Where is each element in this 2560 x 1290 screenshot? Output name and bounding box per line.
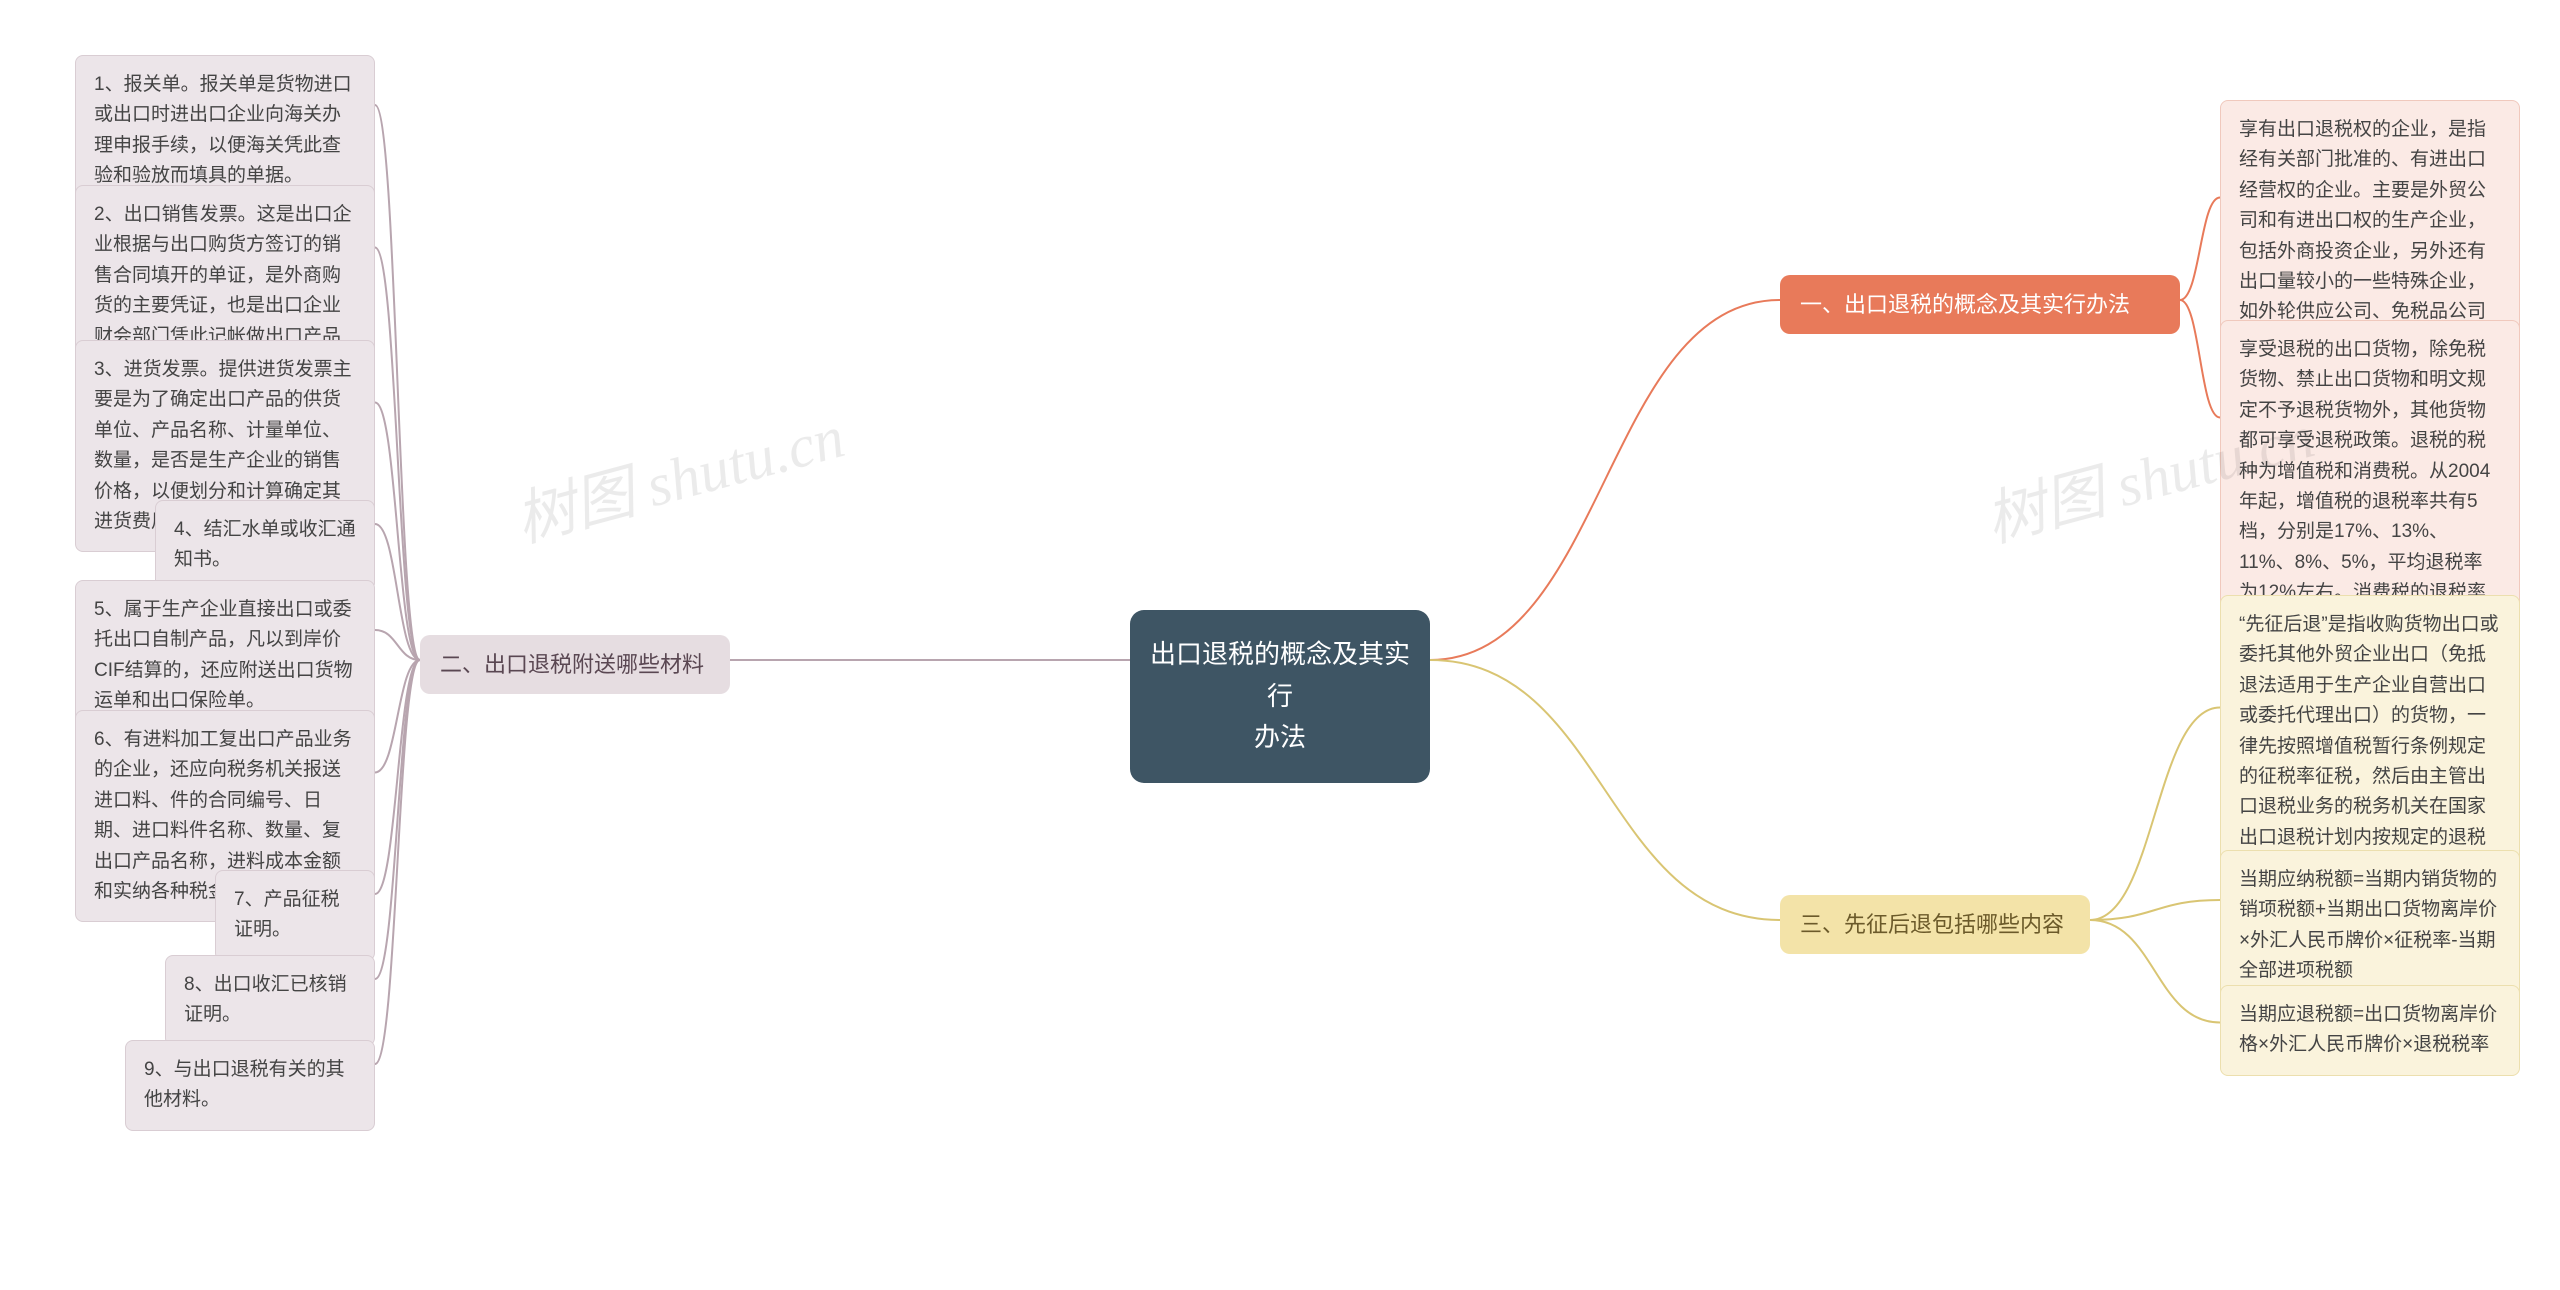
leaf-node-b2-4: 5、属于生产企业直接出口或委托出口自制产品，凡以到岸价CIF结算的，还应附送出口… xyxy=(75,580,375,732)
leaf-node-b2-6: 7、产品征税证明。 xyxy=(215,870,375,961)
leaf-node-b2-7: 8、出口收汇已核销证明。 xyxy=(165,955,375,1046)
leaf-node-b3-1: 当期应纳税额=当期内销货物的销项税额+当期出口货物离岸价×外汇人民币牌价×征税率… xyxy=(2220,850,2520,1002)
branch-node-b3: 三、先征后退包括哪些内容 xyxy=(1780,895,2090,954)
leaf-node-b3-2: 当期应退税额=出口货物离岸价格×外汇人民币牌价×退税税率 xyxy=(2220,985,2520,1076)
center-node: 出口退税的概念及其实行办法 xyxy=(1130,610,1430,783)
leaf-node-b2-0: 1、报关单。报关单是货物进口或出口时进出口企业向海关办理申报手续，以便海关凭此查… xyxy=(75,55,375,207)
watermark-0: 树图 shutu.cn xyxy=(504,388,852,559)
leaf-node-b2-8: 9、与出口退税有关的其他材料。 xyxy=(125,1040,375,1131)
branch-node-b1: 一、出口退税的概念及其实行办法 xyxy=(1780,275,2180,334)
leaf-node-b2-3: 4、结汇水单或收汇通知书。 xyxy=(155,500,375,591)
branch-node-b2: 二、出口退税附送哪些材料 xyxy=(420,635,730,694)
